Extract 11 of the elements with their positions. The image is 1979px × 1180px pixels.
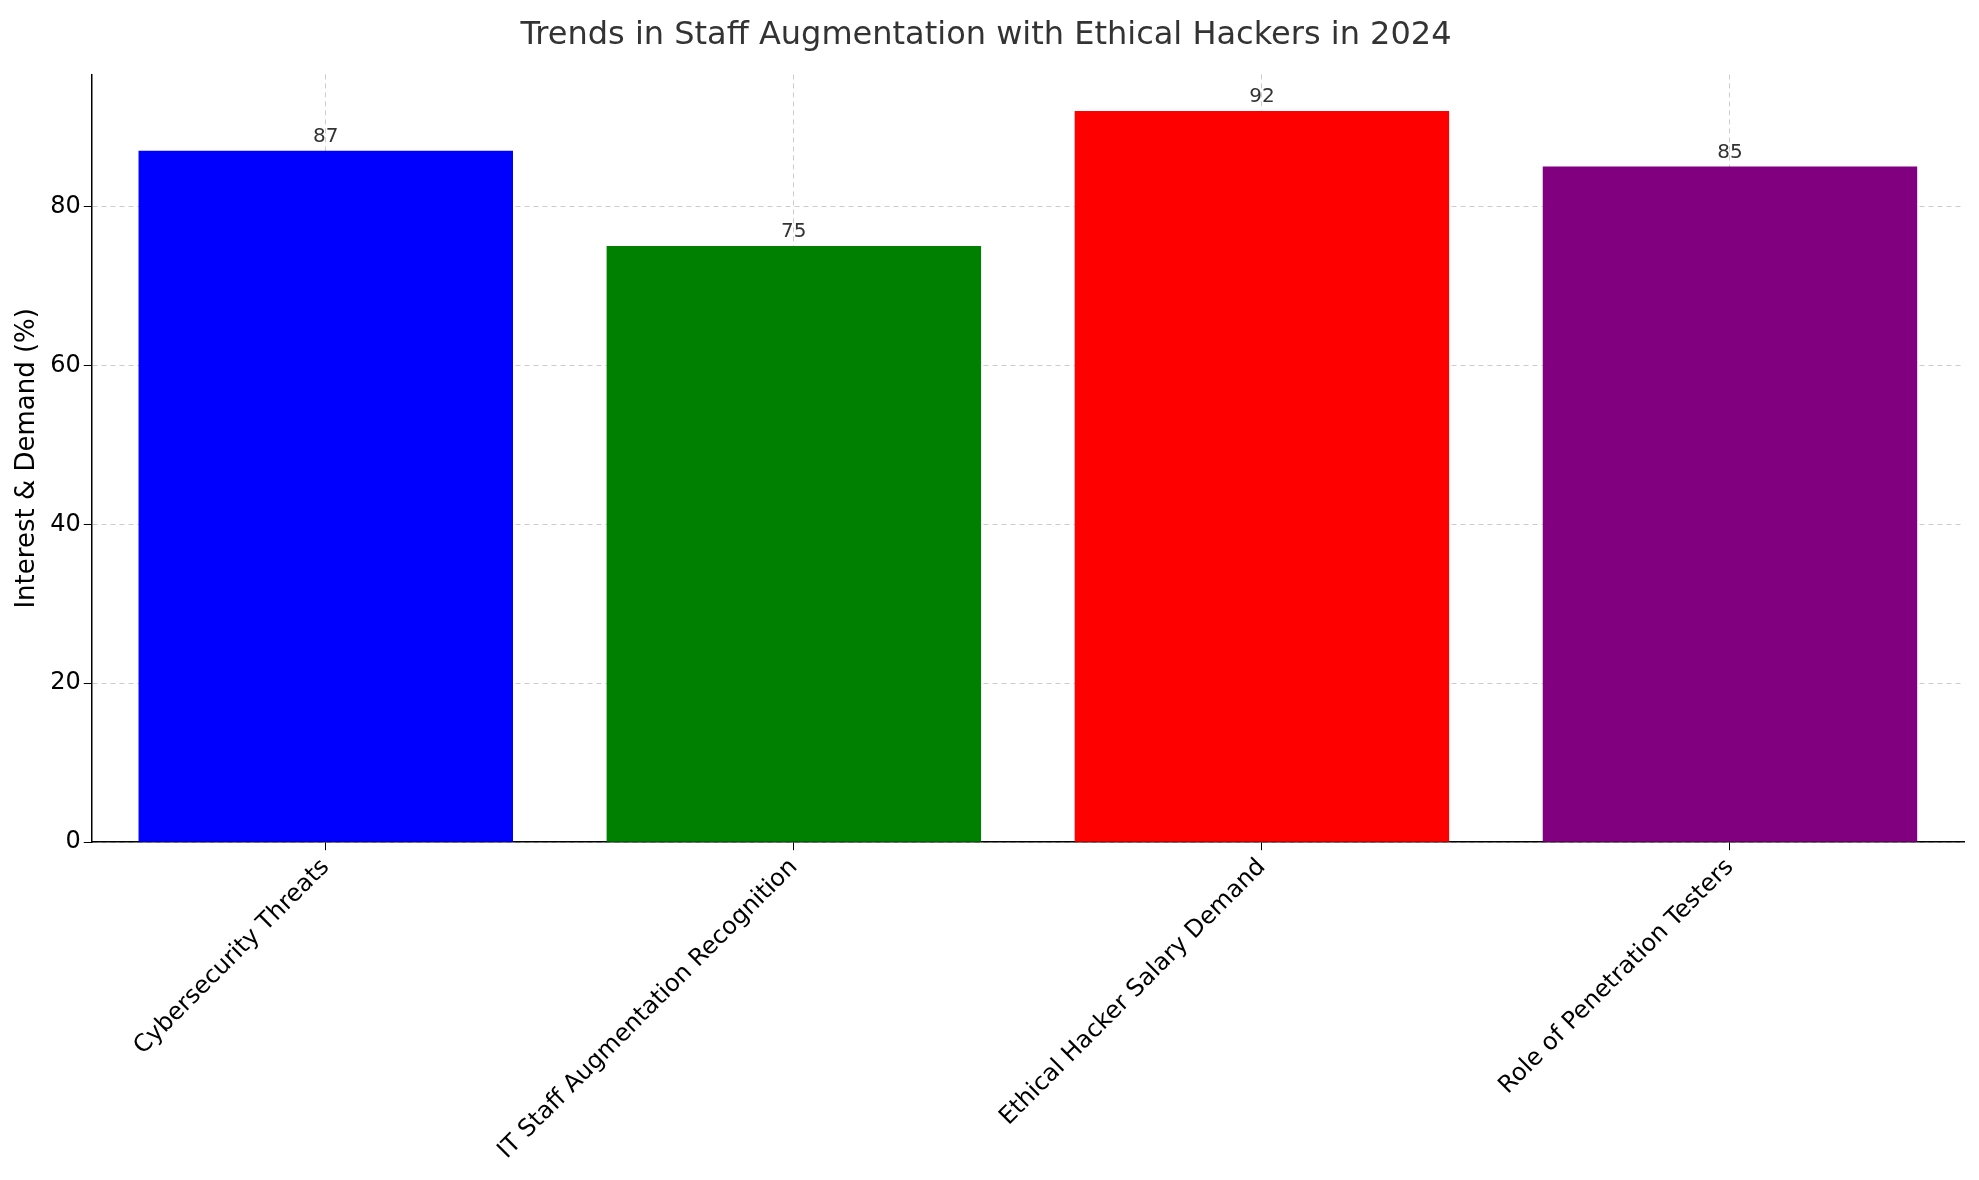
data-label: 75 [781, 218, 807, 243]
y-tick-label: 80 [50, 190, 81, 219]
data-label: 87 [313, 122, 339, 147]
y-tick-label: 40 [50, 508, 81, 537]
y-tick-label: 60 [50, 349, 81, 378]
data-label: 92 [1249, 83, 1275, 108]
data-label: 85 [1717, 138, 1743, 163]
chart-title: Trends in Staff Augmentation with Ethical Hackers in 2024 [519, 13, 1452, 52]
y-tick-label: 20 [50, 667, 81, 696]
y-tick-label: 0 [65, 826, 81, 855]
y-axis-title: Interest & Demand (%) [10, 308, 41, 609]
